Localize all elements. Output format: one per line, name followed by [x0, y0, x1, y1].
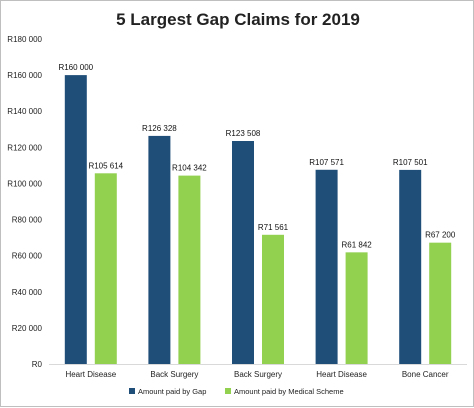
data-label: R61 842 — [341, 240, 372, 249]
data-label: R160 000 — [58, 63, 93, 72]
bar-gap — [399, 169, 422, 364]
bar-medical-scheme — [94, 173, 117, 364]
x-tick-label: Back Surgery — [234, 370, 282, 379]
data-label: R71 561 — [258, 223, 289, 232]
x-tick-label: Back Surgery — [150, 370, 198, 379]
y-tick-label: R80 000 — [12, 216, 43, 225]
legend-entry: Amount paid by Gap — [138, 387, 206, 396]
y-tick-label: R140 000 — [7, 107, 42, 116]
x-tick-label: Heart Disease — [316, 370, 367, 379]
data-label: R105 614 — [88, 161, 123, 170]
legend: Amount paid by Gap Amount paid by Medical… — [129, 387, 344, 396]
x-tick-label: Bone Cancer — [402, 370, 449, 379]
bar-gap — [64, 75, 87, 364]
bar-medical-scheme — [429, 242, 452, 364]
legend-swatch-gap — [129, 388, 135, 394]
bars: R160 000 R105 614 R126 328 R104 342 R123 508… — [58, 63, 456, 364]
bar-medical-scheme — [262, 234, 284, 364]
bar-medical-scheme — [178, 175, 201, 364]
y-tick-label: R0 — [32, 360, 43, 369]
y-tick-label: R180 000 — [7, 35, 42, 44]
x-tick-label: Heart Disease — [65, 370, 116, 379]
chart-title: 5 Largest Gap Claims for 2019 — [116, 10, 360, 29]
bar-gap — [148, 135, 171, 364]
legend-entry: Amount paid by Medical Scheme — [234, 387, 344, 396]
data-label: R107 501 — [393, 158, 428, 167]
bar-gap — [232, 140, 254, 364]
y-tick-label: R40 000 — [12, 288, 43, 297]
data-label: R104 342 — [172, 164, 207, 173]
y-tick-label: R100 000 — [7, 179, 42, 188]
bar-medical-scheme — [345, 252, 368, 364]
data-label: R107 571 — [309, 158, 344, 167]
data-label: R126 328 — [142, 124, 177, 133]
y-tick-label: R20 000 — [12, 324, 43, 333]
y-tick-label: R160 000 — [7, 71, 42, 80]
data-label: R123 508 — [226, 129, 261, 138]
y-axis: R0 R20 000 R40 000 R60 000 R80 000 R100 000 R1… — [7, 35, 42, 369]
y-tick-label: R60 000 — [12, 252, 43, 261]
bar-gap — [315, 169, 338, 364]
legend-swatch-medical-scheme — [225, 388, 231, 394]
x-axis: Heart Disease Back Surgery Back Surgery Hea… — [49, 364, 467, 379]
data-label: R67 200 — [425, 231, 456, 240]
y-tick-label: R120 000 — [7, 143, 42, 152]
